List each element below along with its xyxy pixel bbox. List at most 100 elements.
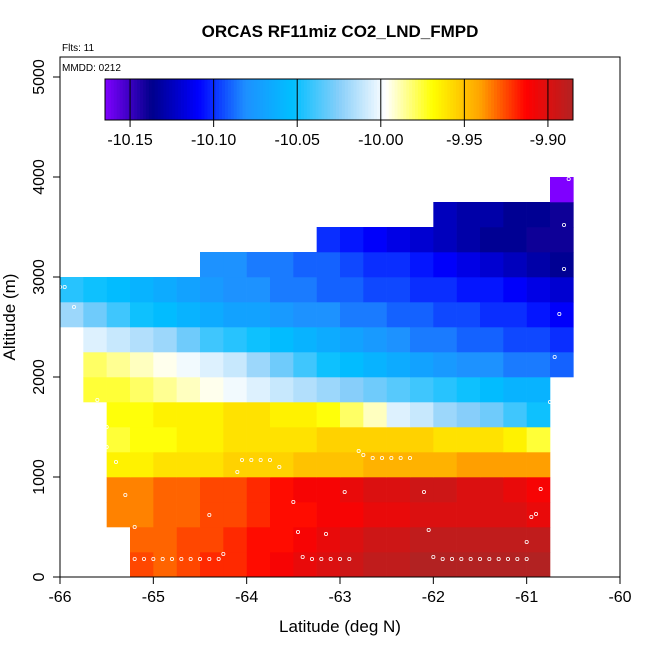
heatmap-cell [130, 477, 154, 503]
heatmap-cell [456, 552, 481, 578]
colorbar-segment [137, 79, 141, 120]
colorbar-segment [359, 79, 363, 120]
heatmap-cell [246, 552, 271, 578]
heatmap-cell [386, 252, 411, 278]
colorbar-segment [151, 79, 156, 120]
heatmap-cell [526, 427, 551, 453]
colorbar-tick-label: -9.90 [530, 132, 567, 149]
heatmap-cell [456, 377, 481, 403]
y-tick-label: 0 [31, 572, 48, 581]
sample-point [370, 455, 375, 460]
colorbar-segment [321, 79, 325, 120]
colorbar-segment [192, 79, 197, 120]
heatmap-cell [526, 552, 551, 578]
heatmap-cell [130, 327, 154, 353]
colorbar-segment [514, 79, 518, 120]
colorbar-segment [260, 79, 264, 120]
heatmap-cell [503, 227, 527, 253]
heatmap-cell [153, 477, 177, 503]
y-tick-label: 1000 [31, 459, 48, 495]
sample-point [95, 397, 100, 402]
sample-point [258, 457, 263, 462]
x-tick-label: -64 [235, 589, 258, 606]
heatmap-cell [456, 527, 481, 553]
heatmap-cell [503, 302, 527, 328]
colorbar-segment [438, 79, 442, 120]
colorbar-segment [540, 79, 545, 120]
sample-point [440, 557, 445, 562]
sample-point [132, 525, 137, 530]
colorbar-segment [262, 79, 267, 120]
heatmap-cell [363, 352, 387, 378]
heatmap-cell [386, 452, 411, 478]
colorbar-segment [178, 79, 182, 120]
colorbar-segment [441, 79, 445, 120]
heatmap-cell [176, 477, 201, 503]
colorbar-segment [523, 79, 527, 120]
heatmap-cell [106, 402, 131, 428]
heatmap-cell [386, 277, 411, 303]
colorbar-segment [403, 79, 407, 120]
heatmap-cell [316, 327, 341, 353]
sample-point [459, 557, 464, 562]
heatmap-cell [316, 352, 341, 378]
heatmap-cell [130, 402, 154, 428]
heatmap-cell [410, 227, 434, 253]
heatmap-cell [83, 352, 107, 378]
heatmap-cell [316, 302, 341, 328]
colorbar-segment [216, 79, 220, 120]
heatmap-cell [176, 377, 201, 403]
colorbar-segment [327, 79, 331, 120]
heatmap-cell [106, 327, 131, 353]
sample-point [407, 455, 412, 460]
heatmap-cell [270, 377, 294, 403]
heatmap-cell [480, 477, 504, 503]
heatmap-cell [386, 502, 411, 528]
colorbar-segment [119, 79, 123, 120]
heatmap-cell [340, 327, 364, 353]
colorbar-segment [265, 79, 270, 120]
heatmap-cell [480, 302, 504, 328]
heatmap-cell [340, 352, 364, 378]
heatmap-cell [433, 452, 457, 478]
heatmap-cell [433, 527, 457, 553]
colorbar-segment [227, 79, 232, 120]
heatmap-cell [480, 277, 504, 303]
colorbar-segment [567, 79, 571, 120]
colorbar-segment [482, 79, 486, 120]
colorbar-segment [131, 79, 135, 120]
sample-point [221, 552, 226, 557]
heatmap-cell [153, 552, 177, 578]
heatmap-cell [550, 202, 574, 228]
heatmap-cell [293, 302, 317, 328]
heatmap-cell [433, 227, 457, 253]
sample-point [72, 304, 77, 309]
colorbar-segment [157, 79, 161, 120]
heatmap-cell [223, 252, 247, 278]
heatmap-cell [316, 502, 341, 528]
heatmap-cell [456, 252, 481, 278]
sample-point [505, 557, 510, 562]
heatmap-cell [433, 402, 457, 428]
heatmap-cell [106, 277, 131, 303]
heatmap-cell [410, 527, 434, 553]
heatmap-cell [363, 402, 387, 428]
sample-point [356, 448, 361, 453]
colorbar-segment [306, 79, 311, 120]
colorbar-segment [248, 79, 252, 120]
colorbar-segment [473, 79, 477, 120]
x-tick-label: -66 [48, 589, 71, 606]
heatmap-cell [293, 327, 317, 353]
sample-point [487, 557, 492, 562]
colorbar-segment [382, 79, 387, 120]
colorbar-segment [298, 79, 302, 120]
heatmap-cell [456, 352, 481, 378]
heatmap-cell [316, 527, 341, 553]
colorbar-segment [341, 79, 346, 120]
heatmap-cell [153, 402, 177, 428]
heatmap-cell [130, 527, 154, 553]
colorbar-segment [479, 79, 483, 120]
sample-point [496, 557, 501, 562]
colorbar-segment [163, 79, 167, 120]
heatmap-cell [433, 202, 457, 228]
